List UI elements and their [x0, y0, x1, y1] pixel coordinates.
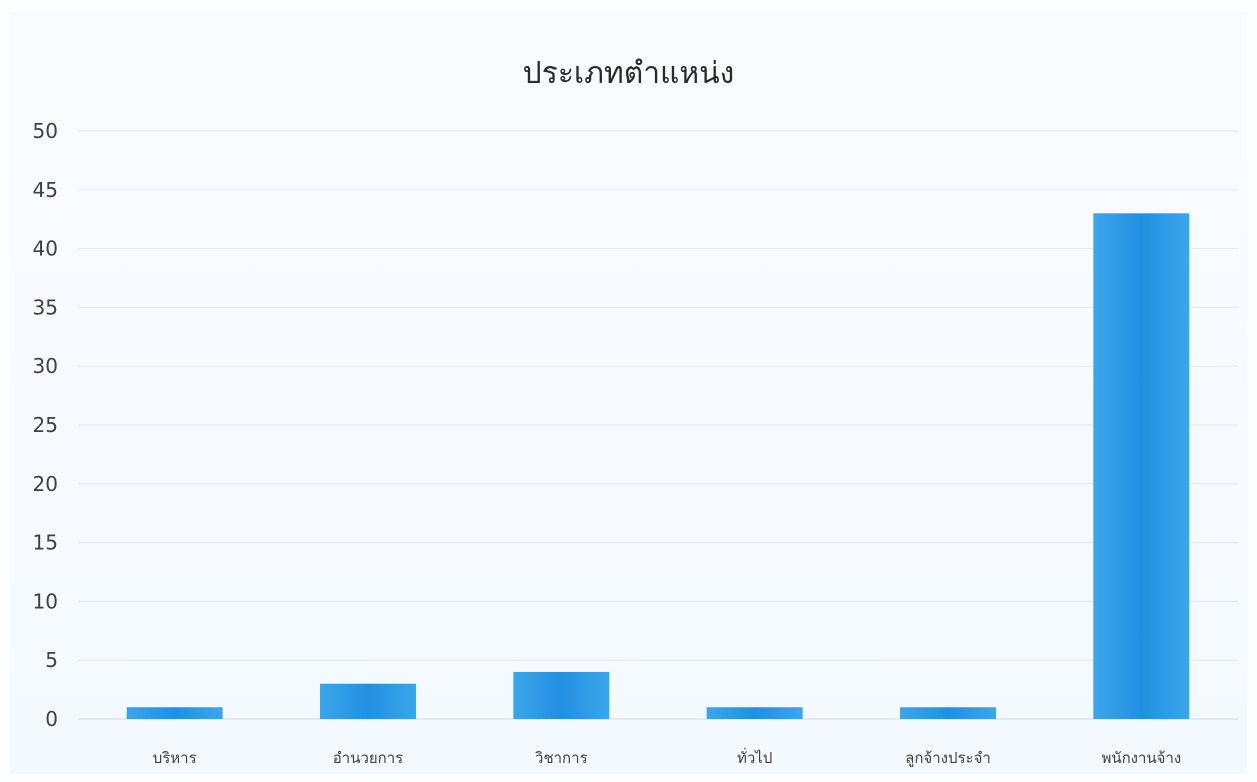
x-category-label: อำนวยการ — [333, 749, 403, 767]
gridlines — [78, 130, 1238, 720]
y-axis-ticks: 0 5 10 15 20 25 30 35 40 45 50 — [33, 119, 58, 731]
y-tick-label: 45 — [33, 178, 58, 202]
y-tick-label: 30 — [33, 354, 58, 378]
bar — [1093, 213, 1190, 719]
y-tick-label: 20 — [33, 472, 58, 496]
y-tick-label: 15 — [33, 531, 58, 555]
x-category-label: พนักงานจ้าง — [1101, 749, 1181, 767]
y-tick-label: 50 — [33, 119, 58, 143]
x-category-label: บริหาร — [153, 749, 197, 767]
y-tick-label: 5 — [45, 648, 58, 672]
bar — [126, 707, 223, 719]
x-category-label: วิชาการ — [534, 749, 587, 767]
bar — [513, 671, 610, 719]
y-tick-label: 25 — [33, 413, 58, 437]
y-tick-label: 0 — [45, 707, 58, 731]
y-tick-label: 10 — [33, 589, 58, 613]
y-tick-label: 40 — [33, 237, 58, 261]
x-axis-labels: บริหาร อำนวยการ วิชาการ ทั่วไป ลูกจ้างประจำ พ… — [153, 747, 1182, 767]
bar — [900, 707, 996, 719]
chart-title: ประเภทตำแหน่ง — [522, 56, 735, 91]
y-tick-label: 35 — [33, 295, 58, 319]
bar — [320, 683, 416, 719]
bar — [706, 707, 803, 719]
bars — [126, 213, 1190, 719]
x-category-label: ทั่วไป — [737, 747, 772, 767]
chart-area — [10, 12, 1247, 774]
x-category-label: ลูกจ้างประจำ — [905, 749, 991, 767]
